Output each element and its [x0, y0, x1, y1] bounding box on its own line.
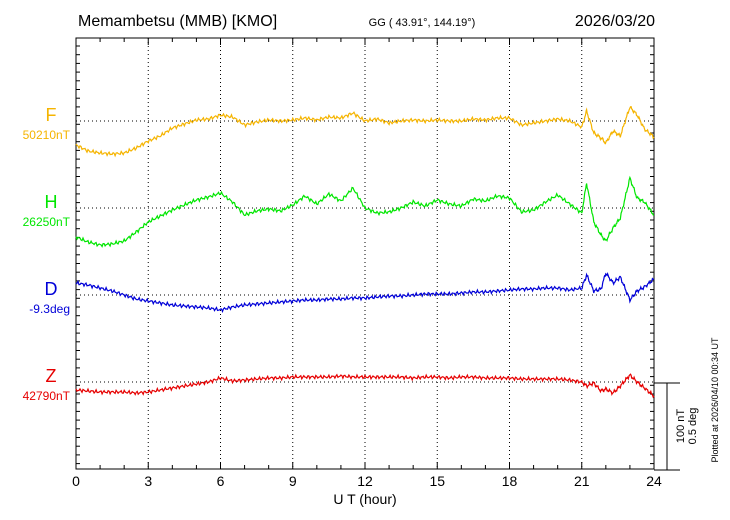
series-labels: F 50210nT H 26250nT D -9.3deg Z 42790nT [23, 105, 71, 403]
x-axis-label: U T (hour) [333, 491, 396, 507]
series-line-F [75, 106, 655, 158]
series-line-D [75, 271, 655, 314]
series-line-H [75, 175, 655, 248]
x-tick-label: 3 [144, 473, 152, 489]
series-name-H: H [45, 192, 58, 212]
series-baseline-D: -9.3deg [29, 302, 70, 316]
series-baseline-H: 26250nT [23, 215, 71, 229]
x-tick-labels: 0 3 6 9 12 15 18 21 24 [72, 473, 662, 489]
x-tick-label: 24 [646, 473, 662, 489]
series-name-D: D [45, 279, 58, 299]
scale-bar: 100 nT 0.5 deg [654, 382, 699, 471]
grid-lines [76, 38, 654, 469]
station-title: Memambetsu (MMB) [KMO] [78, 13, 277, 30]
plotted-timestamp: Plotted at 2026/04/10 00:34 UT [710, 337, 720, 463]
minor-ticks [75, 38, 655, 469]
scale-nt-label: 100 nT [675, 409, 687, 444]
series-name-F: F [46, 105, 57, 125]
series-layer [75, 106, 655, 399]
series-baseline-F: 50210nT [23, 128, 71, 142]
x-tick-label: 12 [357, 473, 373, 489]
x-tick-label: 21 [574, 473, 590, 489]
coordinates-label: GG ( 43.91°, 144.19°) [369, 17, 476, 29]
series-baseline-Z: 42790nT [23, 389, 71, 403]
series-line-Z [75, 373, 655, 399]
x-tick-label: 6 [217, 473, 225, 489]
x-tick-label: 9 [289, 473, 297, 489]
series-name-Z: Z [46, 366, 57, 386]
scale-deg-label: 0.5 deg [687, 408, 699, 445]
x-tick-label: 18 [502, 473, 518, 489]
x-tick-label: 15 [429, 473, 445, 489]
date-label: 2026/03/20 [575, 13, 655, 30]
x-tick-label: 0 [72, 473, 80, 489]
